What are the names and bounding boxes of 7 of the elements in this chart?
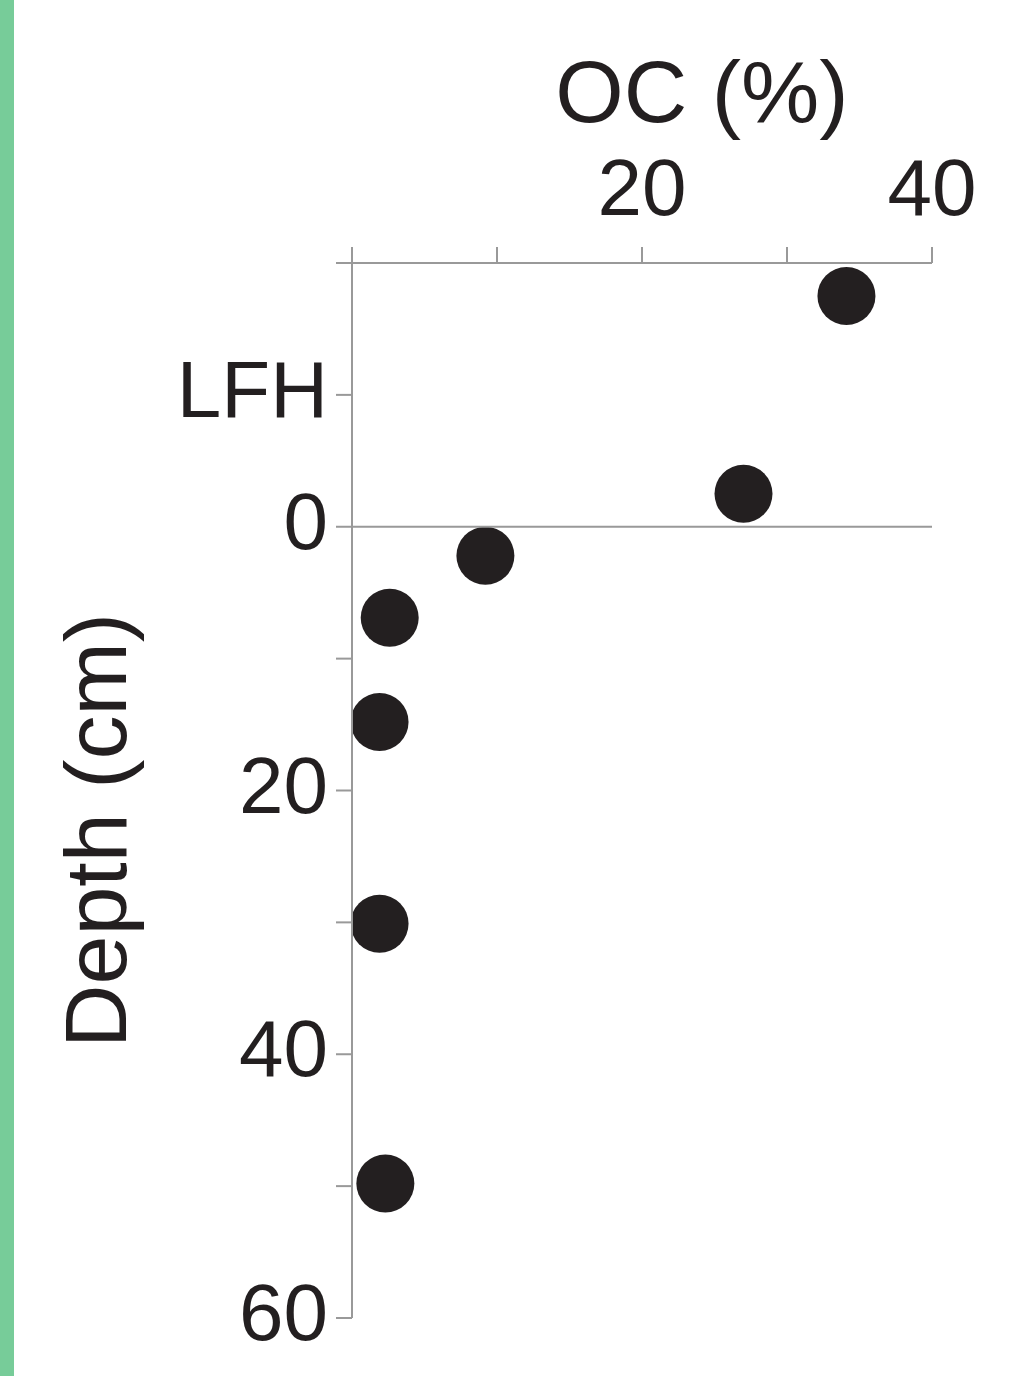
y-axis-title: Depth (cm) <box>46 612 146 1049</box>
y-tick-label: 40 <box>239 1004 328 1094</box>
y-tick-label: 20 <box>239 740 328 830</box>
y-tick-label: 0 <box>283 476 328 566</box>
y-tick-label: 60 <box>239 1268 328 1358</box>
y-tick-label: LFH <box>176 344 328 434</box>
x-axis-title: OC (%) <box>555 42 849 142</box>
